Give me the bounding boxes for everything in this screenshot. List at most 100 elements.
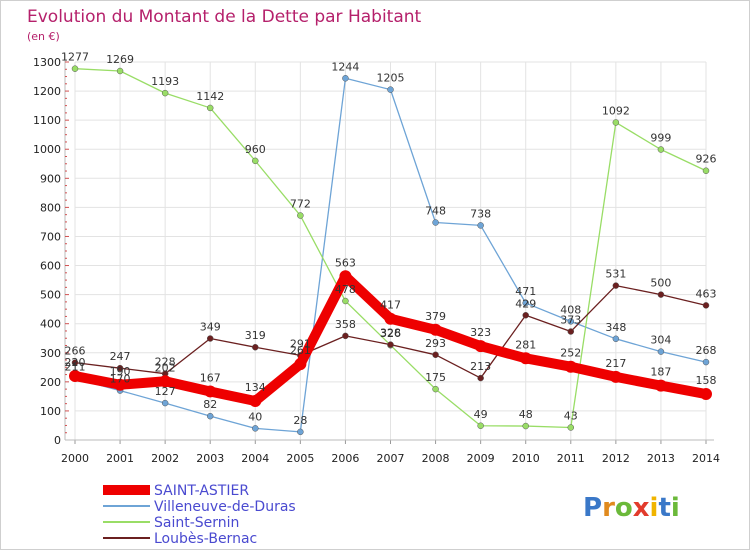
data-label: 500 — [650, 277, 671, 290]
data-label: 408 — [560, 303, 581, 316]
data-label: 349 — [200, 321, 221, 334]
data-label: 960 — [245, 143, 266, 156]
x-tick-label: 2003 — [196, 452, 224, 465]
y-tick-label: 800 — [40, 201, 61, 214]
data-label: 167 — [200, 371, 221, 384]
data-label: 49 — [474, 408, 488, 421]
data-label: 281 — [515, 338, 536, 351]
data-point — [387, 341, 394, 348]
data-label: 1205 — [377, 72, 405, 85]
data-label: 247 — [110, 350, 131, 363]
data-label: 323 — [470, 326, 491, 339]
legend-label: Loubès-Bernac — [154, 531, 257, 547]
y-tick-label: 1100 — [33, 114, 61, 127]
x-tick-label: 2014 — [692, 452, 720, 465]
data-point — [522, 312, 529, 319]
data-point — [657, 291, 665, 298]
data-label: 261 — [290, 344, 311, 357]
data-label: 1244 — [331, 60, 359, 73]
data-point — [609, 370, 622, 383]
data-label: 348 — [605, 321, 626, 334]
x-tick-label: 2007 — [377, 452, 405, 465]
data-point — [477, 422, 484, 430]
data-point — [612, 335, 620, 343]
data-label: 217 — [605, 357, 626, 370]
data-point — [206, 104, 214, 112]
data-point — [252, 157, 259, 165]
legend-label: Saint-Sernin — [154, 515, 239, 531]
y-tick-label: 1000 — [33, 143, 61, 156]
data-label: 471 — [515, 285, 536, 298]
data-label: 1269 — [106, 53, 134, 66]
data-point — [654, 379, 667, 392]
data-label: 293 — [425, 337, 446, 350]
data-label: 319 — [245, 329, 266, 342]
data-point — [519, 352, 532, 365]
y-tick-label: 900 — [40, 172, 61, 185]
data-label: 266 — [65, 345, 86, 358]
data-point — [567, 318, 575, 325]
data-point — [612, 119, 620, 126]
data-label: 379 — [425, 310, 446, 323]
data-label: 220 — [65, 356, 86, 369]
x-tick-label: 2005 — [286, 452, 314, 465]
data-point — [297, 428, 304, 436]
data-point — [339, 270, 352, 283]
data-point — [387, 86, 394, 93]
data-label: 28 — [293, 414, 307, 427]
data-point — [477, 374, 484, 382]
y-tick-label: 0 — [54, 434, 61, 447]
data-point — [161, 89, 169, 97]
data-point — [342, 332, 349, 340]
data-label: 373 — [560, 314, 581, 327]
x-tick-label: 2010 — [512, 452, 540, 465]
x-tick-label: 2002 — [151, 452, 179, 465]
data-label: 563 — [335, 256, 356, 269]
data-label: 1092 — [602, 104, 630, 117]
data-point — [474, 340, 487, 353]
data-point — [700, 388, 712, 401]
x-tick-label: 2009 — [467, 452, 495, 465]
data-label: 187 — [650, 366, 671, 379]
data-label: 170 — [110, 373, 131, 386]
data-point — [477, 222, 484, 229]
data-point — [249, 395, 262, 408]
data-point — [116, 364, 124, 372]
data-labels: 220 190 202 167 134 261 563 417 379 323 281 252 217 1… — [61, 51, 717, 427]
chart-title: Evolution du Montant de la Dette par Hab… — [27, 7, 422, 27]
data-label: 1142 — [196, 90, 224, 103]
data-point — [657, 146, 665, 153]
data-point — [564, 360, 577, 373]
data-label: 211 — [65, 361, 86, 374]
x-tick-label: 2004 — [241, 452, 269, 465]
data-label: 748 — [425, 205, 446, 218]
y-tick-label: 200 — [40, 376, 61, 389]
data-label: 268 — [696, 344, 717, 357]
logo-text: Proxiti — [583, 493, 680, 523]
x-tick-label: 2000 — [61, 452, 89, 465]
data-label: 190 — [110, 365, 131, 378]
data-label: 127 — [155, 385, 176, 398]
y-tick-label: 700 — [40, 230, 61, 243]
data-point — [702, 358, 710, 366]
data-point — [429, 323, 442, 336]
data-label: 228 — [155, 356, 176, 369]
x-tick-label: 2011 — [557, 452, 585, 465]
data-label: 291 — [290, 337, 311, 350]
y-tick-label: 600 — [40, 260, 61, 273]
y-tick-label: 1200 — [33, 85, 61, 98]
data-label: 478 — [335, 283, 356, 296]
data-point — [252, 425, 259, 432]
x-tick-label: 2006 — [331, 452, 359, 465]
data-point — [342, 297, 349, 305]
data-point — [432, 351, 439, 359]
legend-label: SAINT-ASTIER — [154, 483, 249, 499]
data-label: 40 — [248, 410, 262, 423]
data-point — [116, 67, 124, 75]
legend-label: Villeneuve-de-Duras — [154, 499, 296, 515]
y-tick-label: 400 — [40, 318, 61, 331]
y-tick-label: 300 — [40, 347, 61, 360]
data-point — [522, 299, 529, 307]
